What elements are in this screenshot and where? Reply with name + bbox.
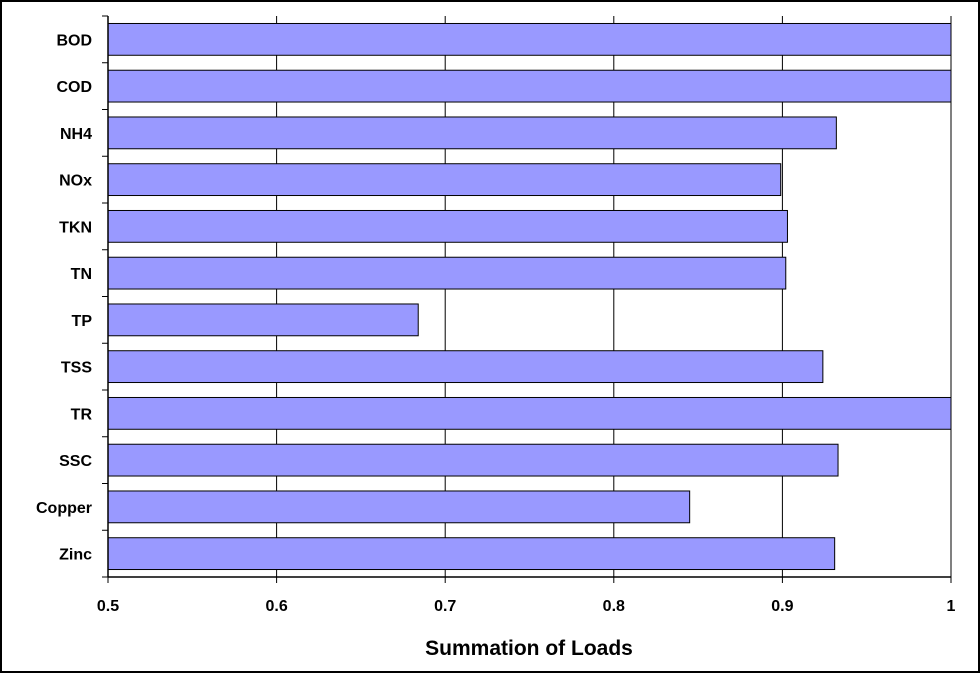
bar-bod bbox=[107, 22, 952, 56]
tick-labels: 0.5 0.6 0.7 0.8 0.9 1 BOD COD NH4 NOx TKN TN TP TSS TR… bbox=[36, 32, 956, 615]
bar-tp bbox=[107, 303, 419, 337]
bar-ssc bbox=[107, 443, 839, 477]
y-tick-label: Zinc bbox=[59, 547, 92, 564]
y-tick-label: COD bbox=[56, 79, 92, 96]
bar-nh4 bbox=[107, 116, 837, 150]
x-tick-label: 0.7 bbox=[434, 598, 456, 615]
bar-cod bbox=[107, 69, 952, 103]
bar-zinc bbox=[107, 537, 836, 571]
bar-tr bbox=[107, 396, 952, 430]
y-tick-label: NOx bbox=[59, 173, 92, 190]
gridlines bbox=[276, 16, 952, 577]
bars bbox=[107, 22, 952, 571]
x-tick-label: 0.5 bbox=[97, 598, 119, 615]
bar-tn bbox=[107, 256, 787, 290]
y-tick-label: TSS bbox=[61, 360, 92, 377]
bar-tss bbox=[107, 350, 824, 384]
y-tick-label: Copper bbox=[36, 500, 92, 517]
y-tick-label: TP bbox=[72, 313, 93, 330]
y-tick-label: BOD bbox=[56, 32, 92, 49]
x-tick-label: 1 bbox=[947, 598, 956, 615]
y-tick-label: TN bbox=[71, 266, 92, 283]
x-tick-label: 0.8 bbox=[603, 598, 625, 615]
x-axis-title: Summation of Loads bbox=[425, 637, 633, 660]
y-tick-label: SSC bbox=[59, 453, 92, 470]
bar-copper bbox=[107, 490, 691, 524]
bar-nox bbox=[107, 163, 782, 197]
x-tick-label: 0.6 bbox=[265, 598, 287, 615]
axes bbox=[102, 15, 952, 583]
y-tick-label: TR bbox=[71, 406, 93, 423]
y-tick-label: NH4 bbox=[60, 126, 92, 143]
bar-tkn bbox=[107, 209, 788, 243]
x-tick-label: 0.9 bbox=[771, 598, 793, 615]
y-tick-label: TKN bbox=[59, 219, 92, 236]
